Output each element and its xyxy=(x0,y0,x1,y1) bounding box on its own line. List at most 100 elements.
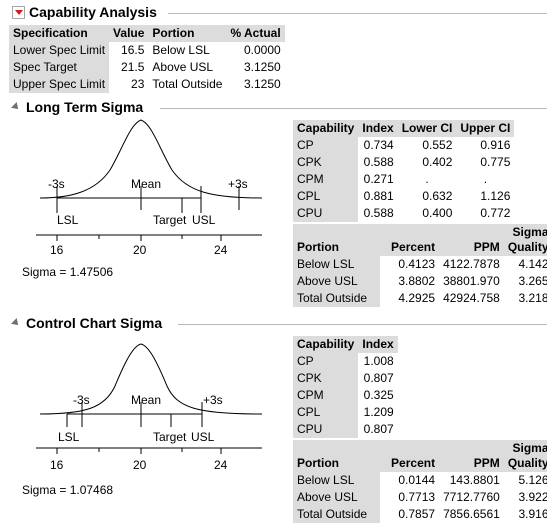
table-row: Total Outside 0.7857 7856.6561 3.916 xyxy=(293,506,547,523)
col-header: Capability xyxy=(293,120,359,137)
upper-ci: 0.772 xyxy=(480,206,511,220)
col-header: Lower CI xyxy=(397,120,457,137)
sigma-quality-value: 3.916 xyxy=(518,507,547,521)
col-header: PPM xyxy=(439,224,504,256)
index-value: 0.807 xyxy=(363,371,394,385)
plus3s-label: +3s xyxy=(203,393,223,407)
capability-analysis-title: Capability Analysis xyxy=(29,4,157,20)
sigma-value-text: Sigma = 1.07468 xyxy=(22,483,114,497)
col-header: Percent xyxy=(380,440,440,472)
x-tick-label: 20 xyxy=(133,458,147,472)
col-header: Portion xyxy=(293,440,381,472)
quality-header-line: Quality xyxy=(507,240,547,254)
index-value: 0.588 xyxy=(363,206,394,220)
normal-curve xyxy=(39,343,263,415)
capability-name: CPM xyxy=(293,171,359,188)
control-chart-sigma-title: Control Chart Sigma xyxy=(26,315,163,331)
control-chart-distribution-plot: -3s Mean +3s LSL Target USL 16 20 24 xyxy=(36,343,263,472)
col-header: Index xyxy=(358,120,398,137)
x-tick-label: 24 xyxy=(214,458,228,472)
portion-name: Total Outside xyxy=(293,506,381,523)
index-value: 0.271 xyxy=(363,172,394,186)
percent-value: 0.4123 xyxy=(398,257,436,271)
index-value: 0.807 xyxy=(363,422,394,436)
upper-ci: 0.916 xyxy=(480,138,511,152)
lower-ci: 0.552 xyxy=(422,138,453,152)
ppm-value: 7712.7760 xyxy=(443,490,500,504)
table-row: CP 0.734 0.552 0.916 xyxy=(293,137,514,154)
percent-value: 0.7857 xyxy=(398,507,436,521)
x-tick-label: 16 xyxy=(50,243,64,257)
ppm-value: 38801.970 xyxy=(443,274,500,288)
mean-label: Mean xyxy=(131,177,161,191)
sigma-header-line: Sigma xyxy=(512,225,547,239)
usl-label: USL xyxy=(192,213,216,227)
table-row: Below LSL 0.0144 143.8801 5.126 xyxy=(293,472,547,489)
index-value: 0.588 xyxy=(363,155,394,169)
control-chart-portion-table: Portion Percent PPM Sigma Quality Below L… xyxy=(293,440,547,523)
spec-name: Spec Target xyxy=(9,59,110,76)
minus3s-label: -3s xyxy=(73,393,90,407)
sigma-quality-value: 3.265 xyxy=(518,274,547,288)
x-tick-label: 20 xyxy=(133,243,147,257)
table-row: Above USL 0.7713 7712.7760 3.922 xyxy=(293,489,547,506)
table-row: Above USL 3.8802 38801.970 3.265 xyxy=(293,273,547,290)
long-term-sigma-header[interactable]: Long Term Sigma xyxy=(10,99,143,115)
index-value: 1.008 xyxy=(363,354,394,368)
ppm-value: 7856.6561 xyxy=(443,507,500,521)
table-row: CP 1.008 xyxy=(293,353,398,370)
capability-analysis-header: Capability Analysis xyxy=(12,4,157,20)
index-value: 0.325 xyxy=(363,388,394,402)
portion-name: Above USL xyxy=(293,273,381,290)
capability-name: CPU xyxy=(293,421,359,438)
spec-name: Upper Spec Limit xyxy=(9,76,110,93)
plus3s-label: +3s xyxy=(228,177,248,191)
lower-ci: . xyxy=(425,172,429,186)
table-row: Below LSL 0.4123 4122.7878 4.142 xyxy=(293,256,547,273)
table-row: Upper Spec Limit 23 Total Outside 3.1250 xyxy=(9,76,285,93)
upper-ci: . xyxy=(483,172,488,186)
sigma-quality-value: 3.922 xyxy=(518,490,547,504)
ppm-value: 143.8801 xyxy=(449,473,500,487)
ppm-value: 4122.7878 xyxy=(443,257,500,271)
table-row: Spec Target 21.5 Above USL 3.1250 xyxy=(9,59,285,76)
col-header: PPM xyxy=(439,440,504,472)
upper-ci: 0.775 xyxy=(480,155,511,169)
table-row: CPU 0.588 0.400 0.772 xyxy=(293,205,514,222)
spec-table: Specification Value Portion % Actual Low… xyxy=(9,25,285,93)
sigma-quality-value: 4.142 xyxy=(518,257,547,271)
col-header: Portion xyxy=(293,224,381,256)
header-divider xyxy=(168,13,547,14)
percent-actual: 0.0000 xyxy=(243,43,281,57)
capability-name: CP xyxy=(293,137,359,154)
col-header: Upper CI xyxy=(456,120,515,137)
red-triangle-menu-icon[interactable] xyxy=(12,5,25,19)
sigma-header-line: Sigma xyxy=(512,441,547,455)
lsl-label: LSL xyxy=(58,430,80,444)
percent-value: 3.8802 xyxy=(398,274,436,288)
long-term-sigma-title: Long Term Sigma xyxy=(26,99,144,115)
x-tick-label: 16 xyxy=(50,458,64,472)
col-header: Capability xyxy=(293,336,359,353)
long-term-portion-table: Portion Percent PPM Sigma Quality Below L… xyxy=(293,224,547,307)
control-chart-sigma-header[interactable]: Control Chart Sigma xyxy=(10,315,162,331)
lower-ci: 0.632 xyxy=(422,189,453,203)
col-header: Value xyxy=(109,25,149,42)
col-header: Specification xyxy=(9,25,110,42)
mean-label: Mean xyxy=(131,393,161,407)
upper-ci: 1.126 xyxy=(480,189,511,203)
sigma-quality-value: 3.218 xyxy=(518,291,547,305)
index-value: 0.881 xyxy=(363,189,394,203)
lsl-label: LSL xyxy=(57,213,79,227)
capability-name: CPU xyxy=(293,205,359,222)
table-row: CPK 0.588 0.402 0.775 xyxy=(293,154,514,171)
spec-value: 16.5 xyxy=(121,43,145,57)
disclosure-triangle-icon[interactable] xyxy=(11,318,21,328)
table-row: CPU 0.807 xyxy=(293,421,398,438)
minus3s-label: -3s xyxy=(48,177,65,191)
section-divider xyxy=(178,324,547,325)
sigma-value-text: Sigma = 1.47506 xyxy=(22,265,114,279)
sigma-quality-value: 5.126 xyxy=(518,473,547,487)
portion-name: Above USL xyxy=(152,60,214,74)
percent-value: 0.7713 xyxy=(398,490,436,504)
